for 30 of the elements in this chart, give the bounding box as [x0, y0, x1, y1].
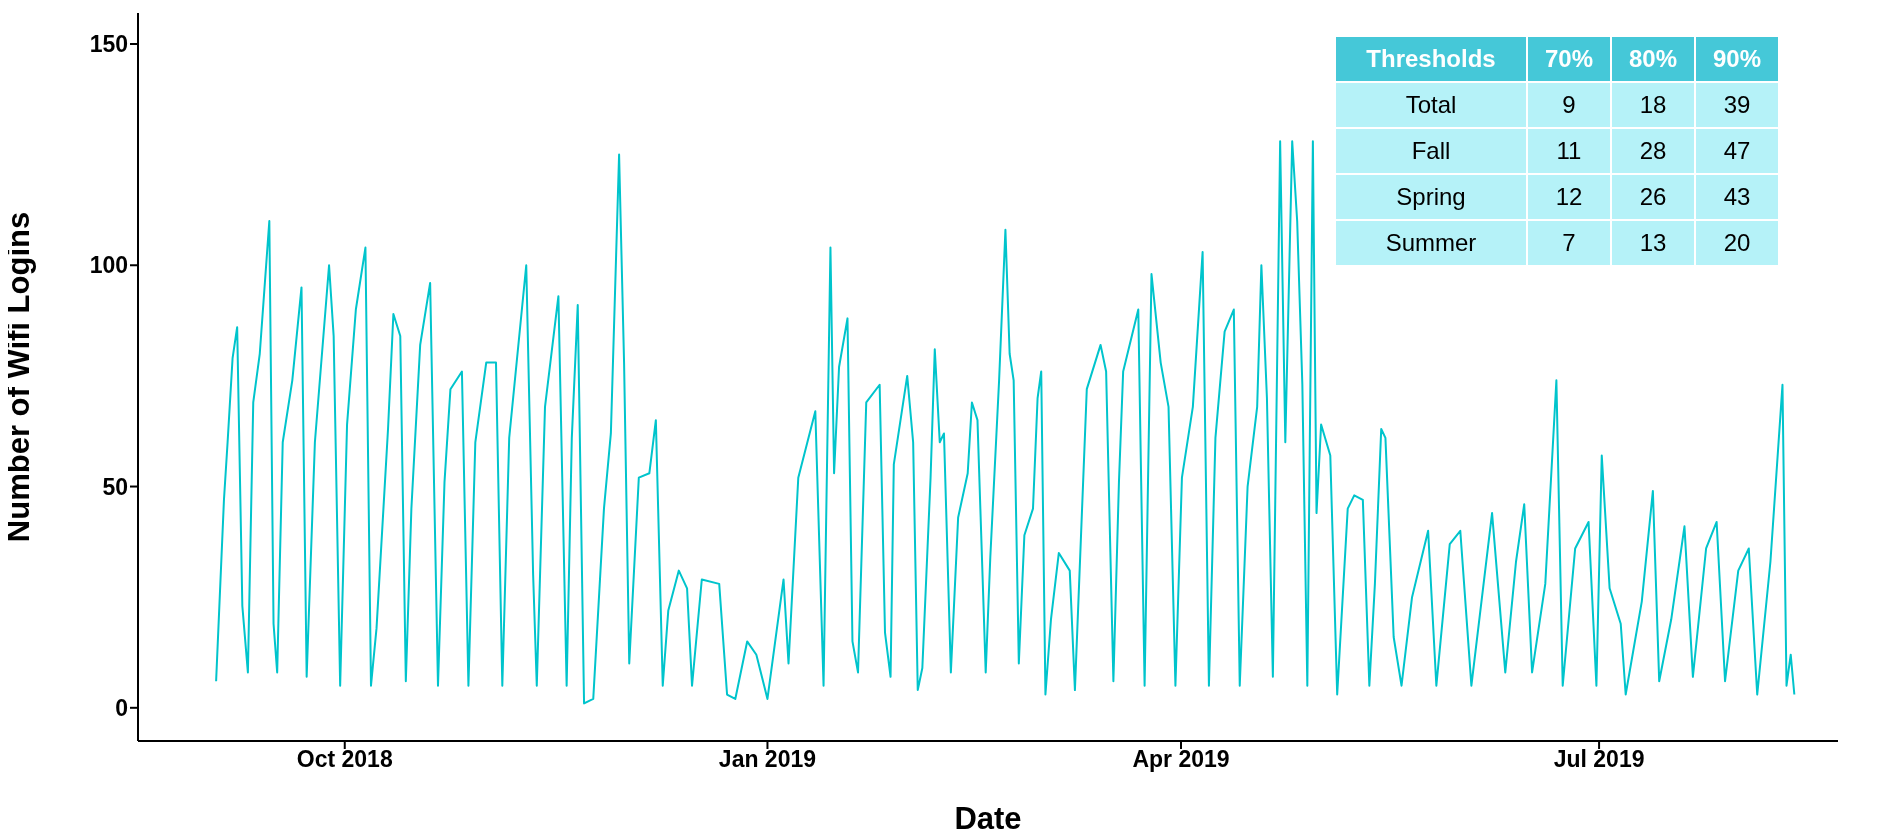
x-tick-label: Oct 2018	[296, 746, 393, 773]
y-axis-title: Thresholds	[1335, 36, 1527, 82]
y-tick-label: 100	[89, 252, 128, 279]
data-label: 18	[1611, 82, 1695, 128]
data-label: 13	[1611, 220, 1695, 266]
y-tick-label: Spring	[1335, 174, 1527, 220]
y-tick-label: Summer	[1335, 220, 1527, 266]
x-tick-label: Jul 2019	[1553, 746, 1645, 773]
data-label: 26	[1611, 174, 1695, 220]
x-tick-label: 80%	[1611, 36, 1695, 82]
y-tick-label: 0	[115, 694, 128, 721]
data-label: 47	[1695, 128, 1779, 174]
x-tick-label: 90%	[1695, 36, 1779, 82]
x-axis-title: Date	[954, 801, 1022, 836]
y-tick-label: 150	[89, 31, 128, 58]
data-label: 28	[1611, 128, 1695, 174]
data-label: 39	[1695, 82, 1779, 128]
y-tick-label: Fall	[1335, 128, 1527, 174]
data-label: 7	[1527, 220, 1611, 266]
y-tick-label: 50	[102, 473, 128, 500]
x-tick-label: Jan 2019	[718, 746, 817, 773]
data-label: 12	[1527, 174, 1611, 220]
line-series	[215, 140, 1796, 705]
data-label: 9	[1527, 82, 1611, 128]
data-label: 43	[1695, 174, 1779, 220]
data-label: 11	[1527, 128, 1611, 174]
x-tick-label: Apr 2019	[1132, 746, 1230, 773]
y-tick-label: Total	[1335, 82, 1527, 128]
x-tick-label: 70%	[1527, 36, 1611, 82]
data-label: 20	[1695, 220, 1779, 266]
